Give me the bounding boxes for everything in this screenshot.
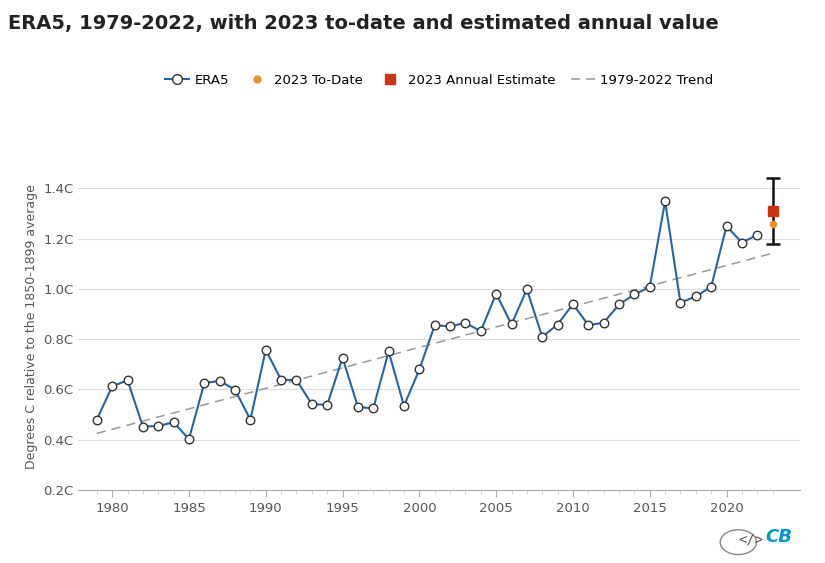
Point <box>305 400 318 409</box>
Point <box>766 219 779 228</box>
Point <box>735 238 748 247</box>
Point <box>136 422 149 431</box>
Point <box>658 196 672 205</box>
Point <box>336 353 349 362</box>
Text: </>: </> <box>738 532 763 546</box>
Point <box>444 322 457 331</box>
Point <box>720 222 733 231</box>
Point <box>275 376 288 385</box>
Point <box>351 403 365 412</box>
Point <box>612 300 625 309</box>
Point <box>674 298 687 307</box>
Legend: ERA5, 2023 To-Date, 2023 Annual Estimate, 1979-2022 Trend: ERA5, 2023 To-Date, 2023 Annual Estimate… <box>166 74 713 87</box>
Point <box>244 415 257 425</box>
Point <box>689 292 702 301</box>
Point <box>259 345 272 354</box>
Point <box>213 376 226 385</box>
Point <box>566 300 579 309</box>
Point <box>321 400 334 409</box>
Y-axis label: Degrees C relative to the 1850-1899 average: Degrees C relative to the 1850-1899 aver… <box>25 184 38 469</box>
Point <box>90 415 103 425</box>
Point <box>535 332 549 341</box>
Point <box>521 285 534 294</box>
Point <box>167 418 180 427</box>
Point <box>229 385 242 394</box>
Point <box>106 382 119 391</box>
Point <box>398 401 411 410</box>
Point <box>382 347 395 356</box>
Point <box>474 327 488 336</box>
Point <box>505 320 518 329</box>
Point <box>182 435 196 444</box>
Point <box>705 283 718 292</box>
Point <box>290 376 303 385</box>
Point <box>121 376 134 385</box>
Point <box>551 320 564 329</box>
Point <box>428 321 441 330</box>
Text: CB: CB <box>765 528 792 546</box>
Point <box>459 319 472 328</box>
Text: ERA5, 1979-2022, with 2023 to-date and estimated annual value: ERA5, 1979-2022, with 2023 to-date and e… <box>8 14 719 33</box>
Point <box>198 378 211 387</box>
Point <box>366 404 380 413</box>
Point <box>412 365 426 374</box>
Point <box>489 289 502 298</box>
Point <box>597 318 610 327</box>
Point <box>628 290 641 299</box>
Point <box>582 320 595 329</box>
Point <box>644 283 657 292</box>
Point <box>751 230 764 239</box>
Point <box>152 422 165 431</box>
